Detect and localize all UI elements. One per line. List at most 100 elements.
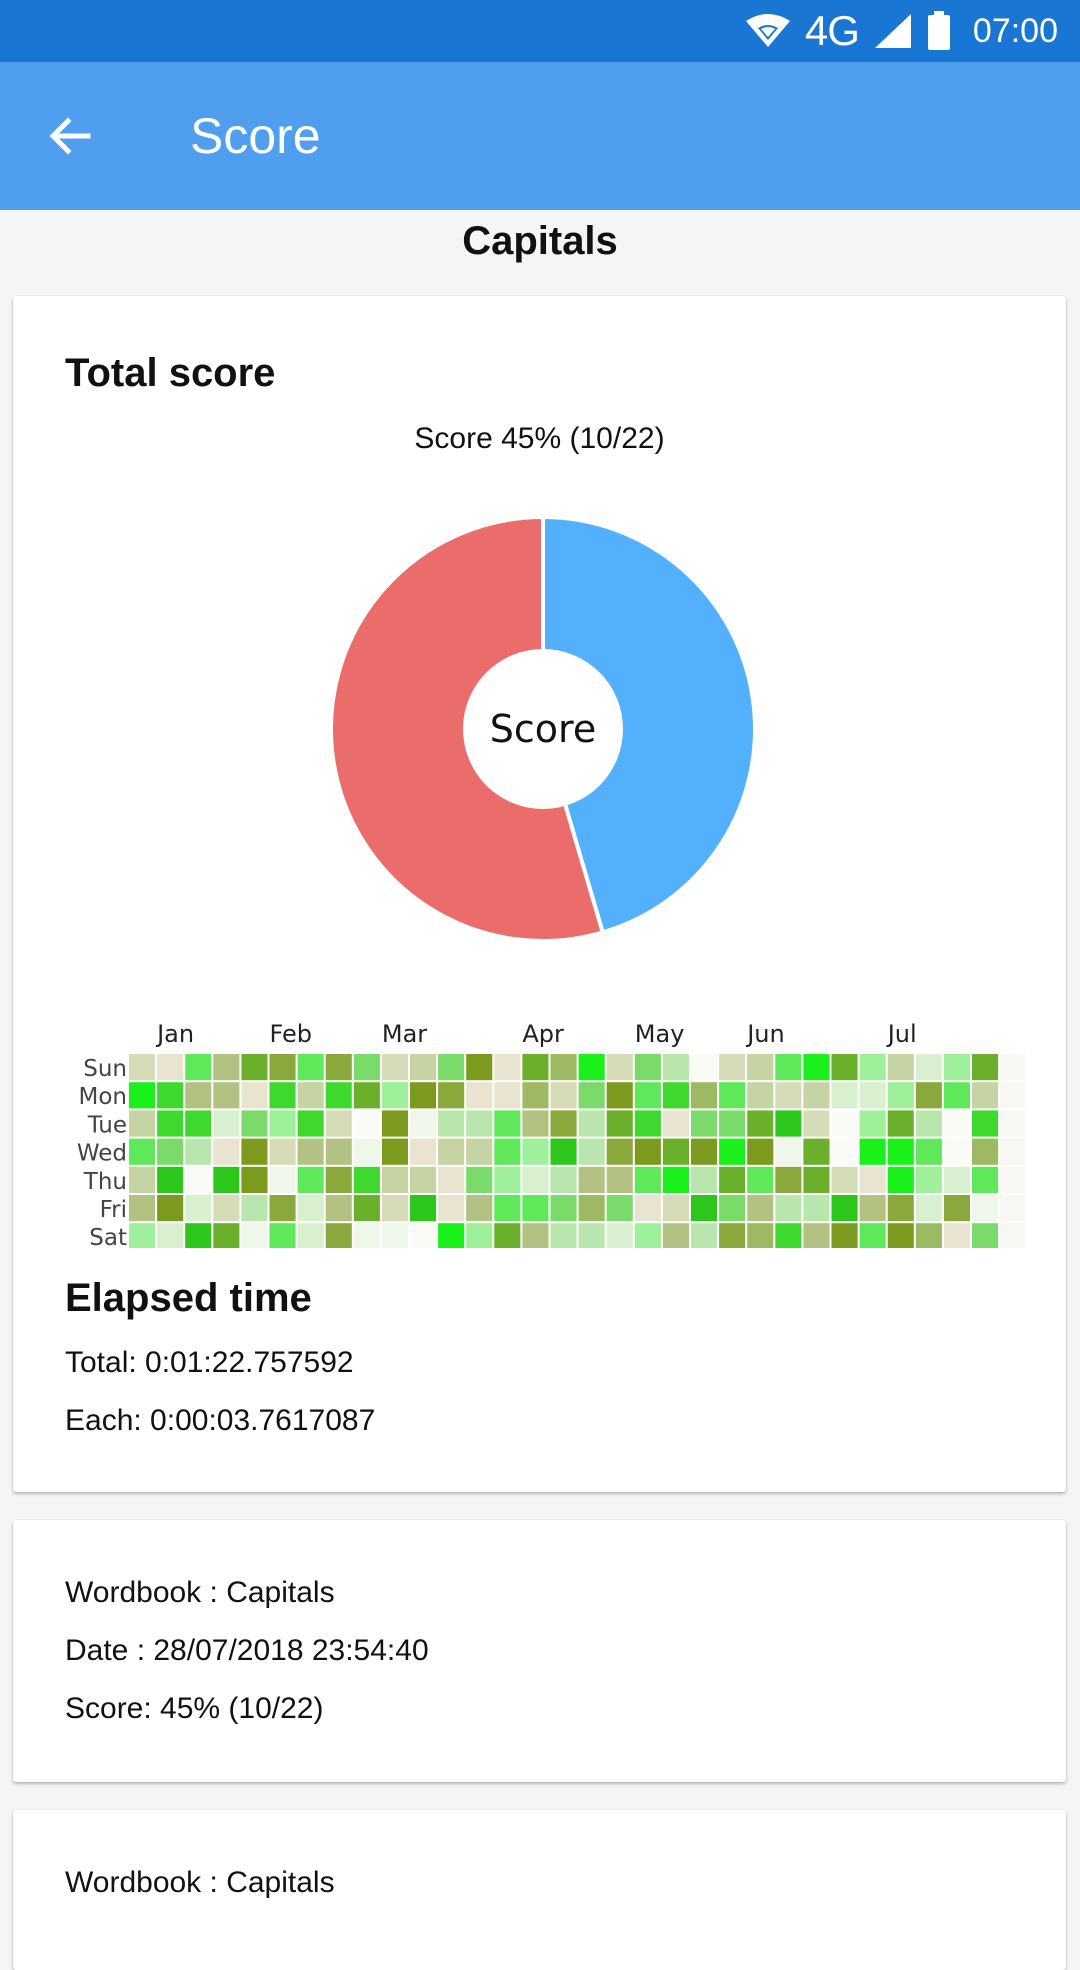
heatmap-day-label: Fri (100, 1197, 127, 1223)
heatmap-cell (972, 1110, 999, 1137)
heatmap-cell (550, 1082, 577, 1109)
heatmap-cell (831, 1138, 858, 1165)
heatmap-cell (550, 1195, 577, 1222)
heatmap-cell (241, 1054, 268, 1081)
heatmap-cell (522, 1054, 549, 1081)
heatmap-cell (775, 1195, 802, 1222)
heatmap-cell (522, 1166, 549, 1193)
heatmap-cell (578, 1110, 605, 1137)
signal-icon (874, 14, 911, 48)
heatmap-cell (381, 1082, 408, 1109)
heatmap-cell (775, 1138, 802, 1165)
heatmap-cell (887, 1054, 914, 1081)
heatmap-cell (1000, 1054, 1025, 1081)
heatmap-cell (1000, 1195, 1025, 1222)
heatmap-cell (691, 1110, 718, 1137)
history-entry-card[interactable]: Wordbook : Capitals Date : 28/07/2018 23… (13, 1520, 1066, 1782)
heatmap-cell (662, 1223, 689, 1248)
heatmap-cell (943, 1110, 970, 1137)
heatmap-cell (803, 1195, 830, 1222)
heatmap-cell (269, 1195, 296, 1222)
heatmap-cell (803, 1138, 830, 1165)
back-button[interactable] (0, 62, 140, 210)
heatmap-cell (747, 1138, 774, 1165)
entry-wordbook: Wordbook : Capitals (65, 1866, 335, 1899)
heatmap-cell (438, 1110, 465, 1137)
heatmap-cell (297, 1138, 324, 1165)
heatmap-cell (634, 1195, 661, 1222)
heatmap-cell (859, 1082, 886, 1109)
heatmap-cell (972, 1166, 999, 1193)
heatmap-cell (803, 1054, 830, 1081)
heatmap-cell (662, 1082, 689, 1109)
heatmap-cell (606, 1110, 633, 1137)
heatmap-cell (297, 1082, 324, 1109)
heatmap-cell (691, 1082, 718, 1109)
heatmap-cell (129, 1166, 156, 1193)
heatmap-cell (691, 1054, 718, 1081)
heatmap-cell (606, 1223, 633, 1248)
heatmap-cell (550, 1054, 577, 1081)
heatmap-cell (662, 1110, 689, 1137)
heatmap-cell (353, 1138, 380, 1165)
heatmap-day-label: Mon (79, 1084, 128, 1110)
heatmap-cell (157, 1054, 184, 1081)
heatmap-cell (803, 1223, 830, 1248)
heatmap-cell (578, 1082, 605, 1109)
heatmap-cell (241, 1138, 268, 1165)
heatmap-cell (325, 1195, 352, 1222)
status-time: 07:00 (972, 11, 1058, 50)
heatmap-cell (410, 1138, 437, 1165)
heatmap-cell (241, 1110, 268, 1137)
heatmap-cell (522, 1110, 549, 1137)
heatmap-cell (859, 1054, 886, 1081)
heatmap-cell (634, 1166, 661, 1193)
heatmap-cell (241, 1082, 268, 1109)
heatmap-cell (634, 1082, 661, 1109)
heatmap-cell (691, 1195, 718, 1222)
heatmap-cell (606, 1195, 633, 1222)
heatmap-cell (859, 1223, 886, 1248)
heatmap-cell (775, 1082, 802, 1109)
pie-center-hole (463, 649, 623, 809)
heatmap-cell (353, 1195, 380, 1222)
heatmap-cell (353, 1166, 380, 1193)
heatmap-cell (438, 1054, 465, 1081)
chart-title: Score 45% (10/22) (414, 422, 665, 455)
heatmap-cell (915, 1223, 942, 1248)
history-entry-card[interactable]: Wordbook : Capitals (13, 1810, 1066, 1970)
heatmap-cell (157, 1166, 184, 1193)
heatmap-cell (972, 1223, 999, 1248)
heatmap-cell (157, 1195, 184, 1222)
heatmap-month-label: Jul (886, 1020, 917, 1048)
heatmap-cell (943, 1054, 970, 1081)
heatmap-month-label: Jun (745, 1020, 785, 1048)
heatmap-cell (662, 1166, 689, 1193)
heatmap-cell (831, 1110, 858, 1137)
heatmap-cell (213, 1082, 240, 1109)
heatmap-cell (691, 1223, 718, 1248)
heatmap-cell (606, 1054, 633, 1081)
page-title: Score (190, 108, 321, 164)
heatmap-cell (353, 1082, 380, 1109)
network-type: 4G (804, 7, 860, 54)
heatmap-cell (129, 1223, 156, 1248)
heatmap-cell (269, 1166, 296, 1193)
heatmap-cell (269, 1138, 296, 1165)
heatmap-cell (494, 1223, 521, 1248)
heatmap-cell (297, 1166, 324, 1193)
heatmap-cell (747, 1054, 774, 1081)
heatmap-cell (438, 1082, 465, 1109)
heatmap-cell (550, 1223, 577, 1248)
heatmap-cell (410, 1223, 437, 1248)
heatmap-cell (972, 1082, 999, 1109)
heatmap-cell (775, 1110, 802, 1137)
heatmap-cell (831, 1082, 858, 1109)
heatmap-cell (522, 1082, 549, 1109)
heatmap-cell (353, 1054, 380, 1081)
heatmap-cell (494, 1195, 521, 1222)
pie-slice-0 (541, 514, 757, 935)
heatmap-day-label: Sun (83, 1056, 127, 1082)
heatmap-cell (157, 1082, 184, 1109)
heatmap-cell (466, 1110, 493, 1137)
